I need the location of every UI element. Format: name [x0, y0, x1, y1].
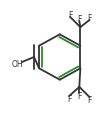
- Text: F: F: [77, 91, 81, 100]
- Text: F: F: [87, 95, 92, 104]
- Text: F: F: [68, 11, 72, 20]
- Text: OH: OH: [12, 59, 23, 68]
- Text: F: F: [87, 14, 92, 23]
- Text: F: F: [67, 94, 71, 103]
- Text: F: F: [77, 15, 81, 24]
